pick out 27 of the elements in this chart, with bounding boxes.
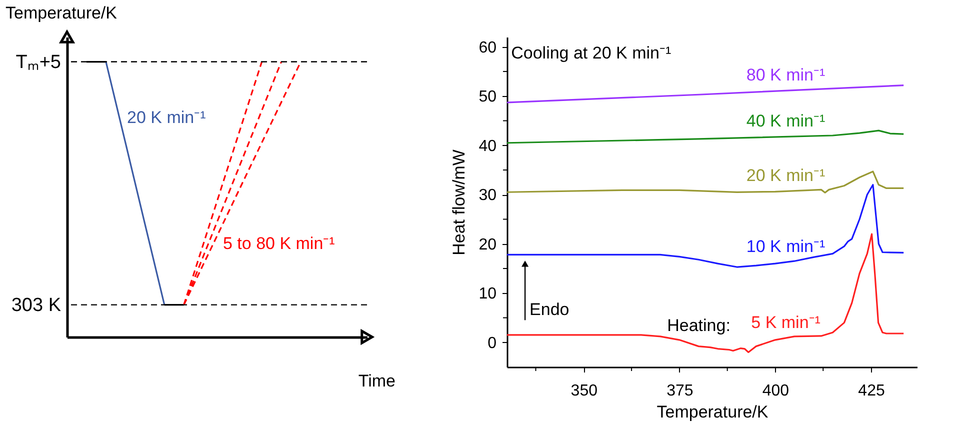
annotation: Endo: [530, 300, 570, 319]
x-tick-label: 400: [762, 382, 790, 400]
series-label: 40 K min⁻¹: [746, 112, 826, 131]
x-axis-title: Temperature/K: [656, 402, 769, 422]
y-tick-label: 0: [488, 334, 497, 352]
series-label: 80 K min⁻¹: [746, 66, 826, 85]
x-tick-label: 375: [666, 382, 694, 400]
y-axis-title: Heat flow/mW: [450, 150, 469, 256]
series-label: 5 to 80 K min⁻¹: [223, 234, 336, 253]
y-axis-title: Temperature/K: [6, 4, 118, 22]
y-tick-label: 30: [478, 187, 497, 204]
y-tick-label: 40: [478, 138, 497, 155]
annotation: Heating:: [667, 316, 730, 335]
x-axis-title: Time: [358, 372, 396, 390]
y-tick-label: 50: [478, 88, 497, 106]
series-label: 20 K min⁻¹: [127, 108, 206, 127]
series-label: 5 K min⁻¹: [751, 313, 821, 332]
y-tick-label: 10: [478, 286, 497, 303]
series-label: 10 K min⁻¹: [746, 237, 826, 256]
ref-line-label: 303 K: [11, 294, 62, 316]
series-label: 20 K min⁻¹: [746, 166, 826, 186]
y-tick-label: 60: [478, 39, 497, 56]
ref-line-label: Tₘ+5: [16, 52, 61, 73]
x-tick-label: 350: [570, 382, 598, 400]
y-tick-label: 20: [478, 236, 497, 254]
x-tick-label: 425: [858, 382, 885, 400]
annotation: Cooling at 20 K min⁻¹: [511, 44, 672, 62]
